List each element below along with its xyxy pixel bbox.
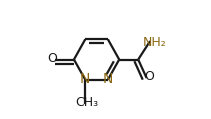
Text: O: O	[145, 70, 154, 83]
Text: CH₃: CH₃	[75, 96, 98, 109]
Text: N: N	[103, 72, 113, 86]
Text: N: N	[80, 72, 91, 86]
Text: O: O	[48, 52, 57, 65]
Text: NH₂: NH₂	[143, 36, 167, 49]
